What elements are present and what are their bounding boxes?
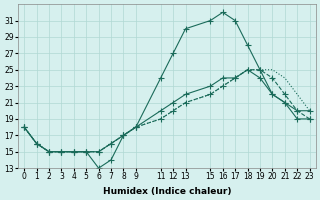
X-axis label: Humidex (Indice chaleur): Humidex (Indice chaleur) (103, 187, 231, 196)
